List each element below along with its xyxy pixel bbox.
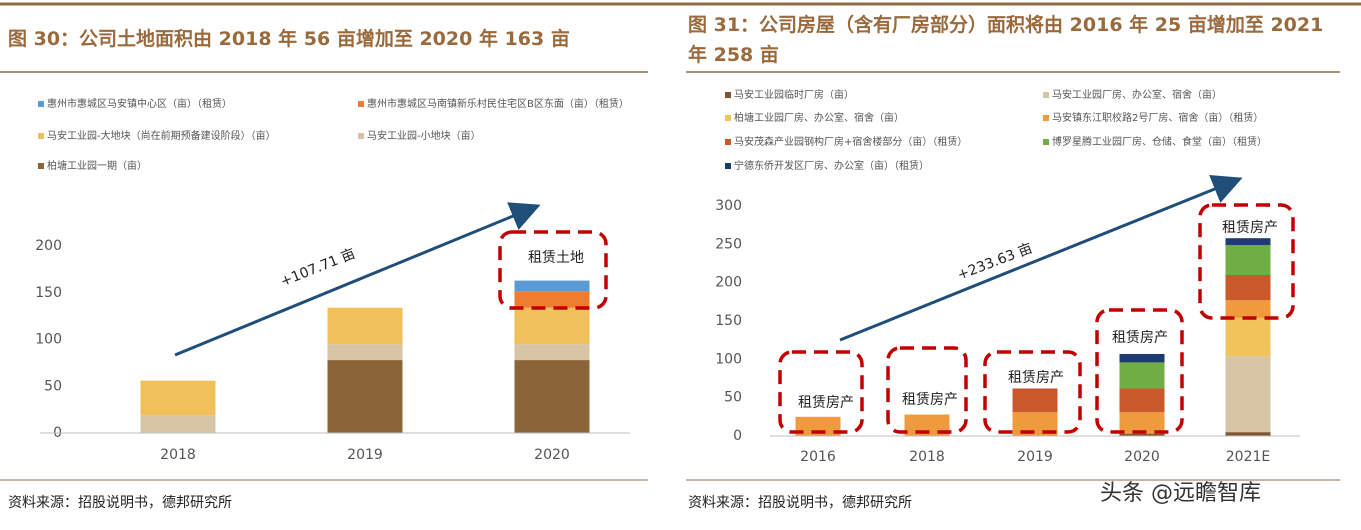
annotation: 租赁房产: [902, 392, 958, 408]
bar-segment: [1119, 353, 1165, 363]
bar-segment: [514, 280, 590, 292]
highlight-box: [983, 350, 1082, 434]
chart-title: 图 31：公司房屋（含有厂房部分）面积将由 2016 年 25 亩增加至 202…: [688, 14, 1324, 66]
annotation: 租赁房产: [798, 395, 854, 411]
x-tick-label: 2021E: [1226, 449, 1270, 465]
bar-segment: [327, 307, 403, 345]
legend-swatch: [38, 133, 44, 139]
highlight-box: [1095, 308, 1184, 434]
bar-segment: [140, 415, 216, 433]
legend-swatch: [725, 163, 731, 169]
bar-segment: [1225, 432, 1271, 436]
legend-label: 惠州市惠城区马安镇中心区（亩）（租赁）: [47, 97, 232, 110]
x-tick-label: 2019: [347, 447, 383, 463]
x-tick-label: 2018: [160, 447, 196, 463]
bar-segment: [514, 360, 590, 433]
legend-label: 柏塘工业园一期（亩）: [47, 159, 147, 172]
y-tick-label: 150: [715, 313, 742, 329]
annotation: 租赁土地: [528, 250, 584, 266]
source-note: 资料来源：招股说明书，德邦研究所: [688, 495, 912, 511]
source-note: 资料来源：招股说明书，德邦研究所: [8, 495, 232, 511]
chart-title: 图 30：公司土地面积由 2018 年 56 亩增加至 2020 年 163 亩: [8, 28, 570, 50]
legend-swatch: [1043, 92, 1049, 98]
bar-segment: [1119, 412, 1165, 434]
bar-segment: [1012, 412, 1058, 436]
x-tick-label: 2020: [1124, 449, 1160, 465]
annotation: 租赁房产: [1008, 370, 1064, 386]
highlight-box: [886, 346, 968, 434]
legend-label: 柏塘工业园厂房、办公室、宿舍（亩）: [734, 111, 904, 124]
x-tick-label: 2018: [909, 449, 945, 465]
y-tick-label: 50: [724, 390, 742, 406]
bar-segment: [1119, 433, 1165, 436]
y-tick-label: 200: [35, 238, 62, 254]
y-tick-label: 100: [715, 351, 742, 367]
watermark: 头条 @远瞻智库: [1100, 481, 1261, 506]
bar-segment: [514, 344, 590, 361]
legend-label: 宁德东侨开发区厂房、办公室（亩）（租赁）: [734, 159, 929, 172]
x-tick-label: 2019: [1017, 449, 1053, 465]
y-tick-label: 250: [715, 236, 742, 252]
x-tick-label: 2016: [800, 449, 836, 465]
y-tick-label: 200: [715, 275, 742, 291]
bar-segment: [327, 344, 403, 361]
bar-segment: [1225, 300, 1271, 318]
annotation: 租赁房产: [1112, 330, 1168, 346]
trend-arrow: [839, 175, 1243, 342]
x-tick-label: 2020: [534, 447, 570, 463]
y-tick-label: 150: [35, 285, 62, 301]
bar-segment: [514, 307, 590, 345]
highlight-box: [1198, 203, 1295, 320]
bar-segment: [514, 291, 590, 308]
legend-swatch: [358, 133, 364, 139]
legend-label: 马安工业园-小地块（亩）: [367, 129, 481, 142]
legend-swatch: [38, 163, 44, 169]
y-tick-label: 0: [733, 428, 742, 444]
legend-swatch: [725, 92, 731, 98]
bar-segment: [1119, 362, 1165, 389]
highlight-box: [778, 350, 864, 434]
bar-segment: [795, 416, 841, 436]
legend-label: 马安工业园临时厂房（亩）: [734, 88, 854, 101]
legend-swatch: [38, 101, 44, 107]
legend-swatch: [1043, 115, 1049, 121]
bar-segment: [1225, 245, 1271, 275]
legend-swatch: [1043, 139, 1049, 145]
y-tick-label: 300: [715, 198, 742, 214]
legend-label: 马安工业园厂房、办公室、宿舍（亩）: [1052, 88, 1222, 101]
legend-label: 马安工业园-大地块（尚在前期预备建设阶段）（亩）: [47, 129, 276, 142]
bar-segment: [1225, 356, 1271, 433]
legend-swatch: [725, 115, 731, 121]
bar-segment: [140, 380, 216, 416]
bar-segment: [1012, 388, 1058, 413]
legend-label: 马安茂森产业园钢构厂房+宿舍楼部分（亩）（租赁）: [734, 135, 967, 148]
bar-segment: [1119, 388, 1165, 413]
highlight-box: [498, 230, 608, 310]
bar-segment: [1225, 275, 1271, 301]
bar-segment: [1225, 317, 1271, 357]
bar-segment: [1225, 238, 1271, 246]
annotation: 租赁房产: [1222, 220, 1278, 236]
bar-segment: [327, 360, 403, 433]
y-tick-label: 100: [35, 332, 62, 348]
legend-label: 马安镇东江职校路2号厂房、宿舍（亩）（租赁）: [1052, 111, 1263, 124]
trend-arrow: [174, 202, 541, 357]
legend-swatch: [725, 139, 731, 145]
legend-label: 惠州市惠城区马南镇新乐村民住宅区B区东面（亩）（租赁）: [367, 97, 629, 110]
y-tick-label: 50: [44, 378, 62, 394]
legend-swatch: [358, 101, 364, 107]
legend-label: 博罗星腾工业园厂房、仓储、食堂（亩）（租赁）: [1052, 135, 1267, 148]
